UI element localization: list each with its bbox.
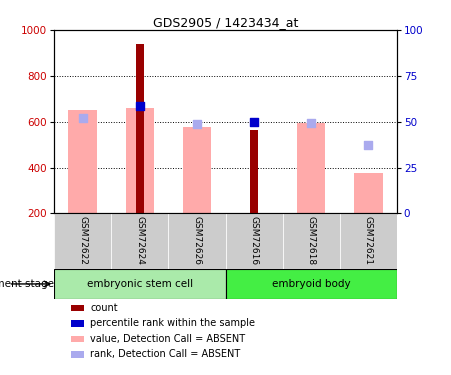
Title: GDS2905 / 1423434_at: GDS2905 / 1423434_at	[153, 16, 298, 29]
Bar	[283, 213, 340, 269]
Point	[79, 115, 86, 121]
Bar	[340, 213, 397, 269]
Point	[365, 142, 372, 148]
Bar	[226, 213, 283, 269]
Text: GSM72622: GSM72622	[78, 216, 87, 265]
Bar	[168, 213, 226, 269]
Bar	[297, 123, 326, 213]
Point	[308, 120, 315, 126]
Text: GSM72626: GSM72626	[193, 216, 202, 265]
Bar	[111, 213, 168, 269]
Bar	[71, 351, 84, 357]
Bar	[54, 269, 226, 299]
Text: value, Detection Call = ABSENT: value, Detection Call = ABSENT	[90, 334, 245, 344]
Bar	[226, 269, 397, 299]
Bar	[71, 304, 84, 311]
Bar	[71, 336, 84, 342]
Bar	[69, 110, 97, 213]
Point	[250, 119, 258, 125]
Bar	[183, 128, 211, 213]
Text: count: count	[90, 303, 118, 313]
Text: development stage: development stage	[0, 279, 54, 289]
Text: embryonic stem cell: embryonic stem cell	[87, 279, 193, 289]
Bar	[71, 320, 84, 327]
Text: percentile rank within the sample: percentile rank within the sample	[90, 318, 255, 328]
Text: embryoid body: embryoid body	[272, 279, 350, 289]
Text: GSM72621: GSM72621	[364, 216, 373, 265]
Bar	[54, 213, 111, 269]
Bar	[125, 108, 154, 213]
Bar	[250, 130, 258, 213]
Bar	[354, 173, 382, 213]
Bar	[136, 44, 144, 213]
Text: GSM72618: GSM72618	[307, 216, 316, 266]
Text: rank, Detection Call = ABSENT: rank, Detection Call = ABSENT	[90, 349, 240, 359]
Text: GSM72616: GSM72616	[249, 216, 258, 266]
Text: GSM72624: GSM72624	[135, 216, 144, 265]
Point	[193, 121, 201, 127]
Point	[136, 103, 143, 109]
